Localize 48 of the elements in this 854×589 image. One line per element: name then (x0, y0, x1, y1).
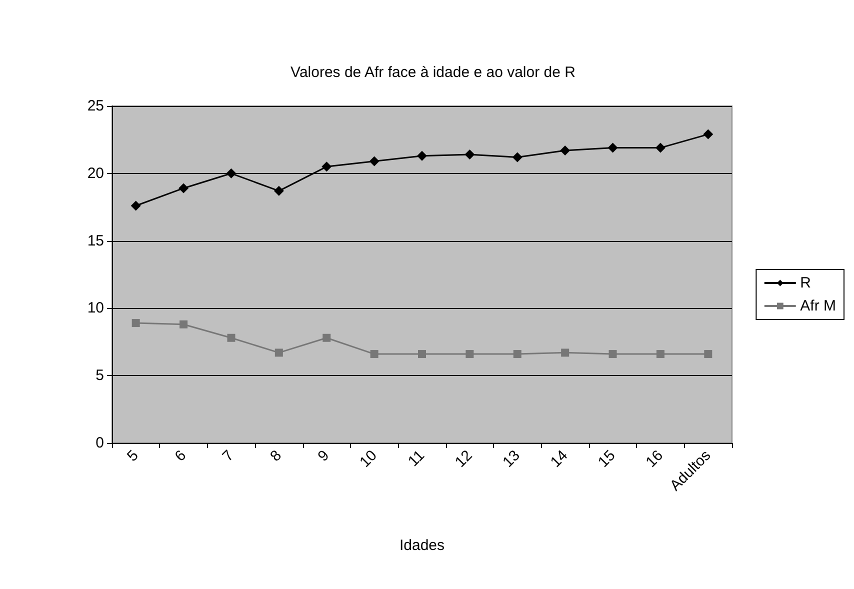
x-tick-label: 8 (267, 446, 285, 465)
point (132, 319, 140, 328)
y-tick-label: 25 (87, 98, 104, 114)
legend-label: R (800, 274, 812, 292)
point (226, 168, 236, 178)
x-tick-label: 6 (172, 446, 190, 465)
point (656, 350, 664, 358)
x-tick-label: 11 (404, 446, 428, 470)
point (464, 150, 475, 160)
y-tick-label: 10 (87, 300, 104, 317)
x-axis-title: Idades (399, 537, 445, 554)
point (274, 186, 284, 196)
point (369, 156, 380, 166)
point (608, 142, 618, 153)
point (704, 350, 712, 358)
point (322, 334, 331, 342)
x-tick-label: 14 (547, 446, 572, 471)
point (370, 350, 378, 358)
point (322, 162, 332, 172)
point (512, 152, 522, 162)
x-tick-label: 5 (124, 446, 142, 465)
point (561, 348, 570, 357)
point (466, 350, 474, 358)
point (513, 350, 522, 358)
x-tick-label: 7 (219, 446, 238, 465)
point (417, 150, 427, 161)
point (703, 129, 714, 140)
chart-title: Valores de Afr face à idade e ao valor de R (290, 64, 576, 81)
x-tick-label: 12 (452, 446, 476, 471)
legend-label: Afr M (800, 298, 836, 314)
x-tick-label: 16 (642, 446, 666, 471)
point (560, 145, 570, 156)
y-tick-label: 20 (87, 164, 104, 182)
point (178, 183, 189, 194)
point (655, 142, 666, 153)
point (180, 320, 188, 328)
x-tick-label: 15 (594, 446, 619, 471)
point (274, 348, 283, 357)
x-tick-label: 10 (356, 446, 380, 471)
point (130, 200, 141, 211)
y-tick-label: 0 (96, 434, 104, 452)
point (608, 350, 617, 358)
point (418, 350, 426, 358)
point (227, 334, 236, 342)
x-tick-label: 13 (500, 446, 524, 471)
x-tick-label: 9 (314, 446, 333, 465)
y-tick-label: 15 (87, 232, 104, 250)
y-tick-label: 5 (96, 367, 104, 384)
